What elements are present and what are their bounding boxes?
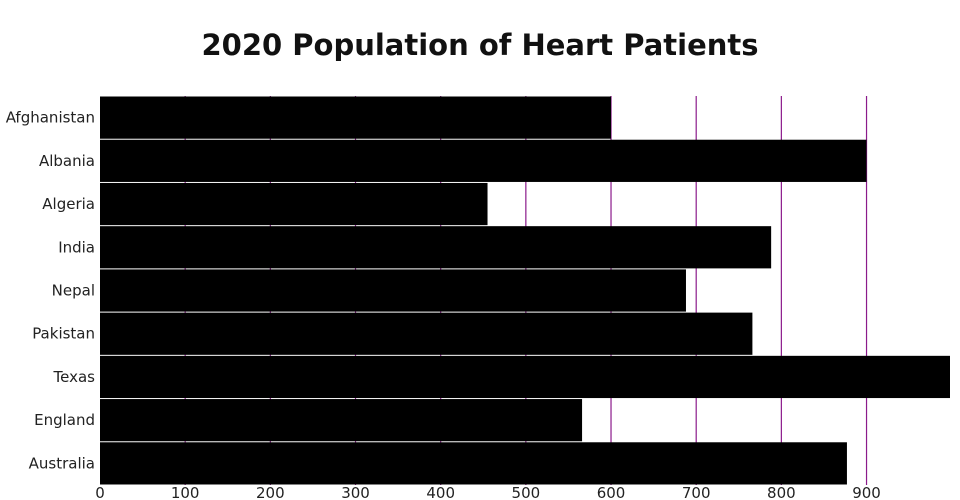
bar-australia — [100, 442, 847, 485]
bar-india — [100, 226, 772, 269]
x-axis-labels: 0 100 200 300 400 500 600 700 800 900 — [95, 484, 881, 500]
y-label-pakistan: Pakistan — [32, 325, 95, 343]
x-tick-200: 200 — [256, 484, 285, 500]
y-label-algeria: Algeria — [42, 195, 95, 213]
x-tick-700: 700 — [682, 484, 711, 500]
bar-albania — [100, 139, 867, 182]
x-tick-100: 100 — [171, 484, 200, 500]
x-tick-600: 600 — [597, 484, 626, 500]
x-tick-800: 800 — [767, 484, 796, 500]
x-tick-0: 0 — [95, 484, 105, 500]
x-tick-900: 900 — [852, 484, 881, 500]
bar-england — [100, 399, 583, 442]
bar-algeria — [100, 182, 488, 226]
y-axis-labels: Afghanistan Albania Algeria India Nepal Pakis… — [6, 109, 95, 473]
x-tick-400: 400 — [426, 484, 455, 500]
y-label-texas: Texas — [53, 368, 96, 386]
y-label-australia: Australia — [29, 454, 95, 472]
bar-pakistan — [100, 312, 753, 355]
x-tick-500: 500 — [512, 484, 541, 500]
y-label-england: England — [34, 411, 95, 429]
y-label-india: India — [58, 238, 95, 256]
y-label-nepal: Nepal — [52, 282, 95, 300]
x-tick-300: 300 — [341, 484, 370, 500]
bar-texas — [100, 355, 950, 399]
bars — [100, 96, 950, 485]
bar-nepal — [100, 269, 686, 312]
y-label-afghanistan: Afghanistan — [6, 109, 95, 127]
y-label-albania: Albania — [39, 152, 95, 170]
chart-title: 2020 Population of Heart Patients — [201, 28, 758, 62]
bar-afghanistan — [100, 96, 612, 139]
